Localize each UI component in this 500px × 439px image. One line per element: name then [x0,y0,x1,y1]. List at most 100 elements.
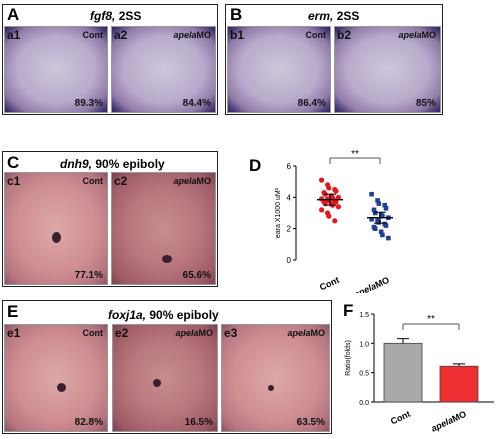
y-tick-label: 2 [287,225,292,234]
condition-b2-rest: MO [421,30,437,40]
data-point-apelamo [372,210,378,216]
data-point-apelamo [375,198,380,203]
panel-a-stage: 2SS [118,9,142,23]
panel-e-title: foxj1a, 90% epiboly [108,308,219,322]
data-point-apelamo [372,226,378,231]
sublabel-b1: b1 [230,28,245,42]
condition-e2: apelaMO [175,328,213,338]
panel-c-letter: C [7,153,20,172]
data-point-apelamo [376,220,382,225]
data-point-cont [319,207,325,213]
data-point-cont [333,188,339,194]
kv-dot-e1 [57,383,66,392]
embryo-image-a1: a1 Cont 89.3% [4,26,108,113]
y-tick-label: 0.5 [359,371,369,378]
panel-e-stage: 90% epiboly [149,308,219,322]
condition-c2: apelaMO [173,176,211,186]
data-point-apelamo [369,191,374,197]
panel-a-title: fgf8, 2SS [90,9,141,23]
percent-c2: 65.6% [182,270,211,281]
chart-d-scatter: 0 2 4 6 eara X1000 uM² ** Cont apelaMO [275,149,393,293]
panel-b-letter: B [230,5,243,24]
condition-b2: apelaMO [398,30,436,40]
data-point-apelamo [383,206,389,211]
x-category-label: apelaMO [353,275,391,293]
condition-b2-italic: apela [398,30,422,40]
bar-apelamo [439,365,479,403]
sublabel-e1: e1 [7,326,21,340]
percent-a2: 84.4% [182,98,211,109]
x-category-label-rest: MO [373,275,390,290]
data-point-apelamo [380,232,385,238]
percent-a1: 89.3% [74,98,103,109]
condition-c2-rest: MO [196,176,212,186]
y-tick-label: 4 [287,193,292,202]
percent-c1: 77.1% [74,270,103,281]
condition-e3-italic: apela [287,328,311,338]
data-point-cont [319,177,325,183]
bar-cont [383,342,423,403]
panel-c-title: dnh9, 90% epiboly [60,157,165,171]
x-category-label: Cont [389,409,412,427]
condition-c2-italic: apela [173,176,197,186]
panel-c-gene: dnh9, [60,157,92,171]
embryo-image-e1: e1 Cont 82.8% [4,324,108,432]
sig-stars: ** [427,314,435,325]
embryo-image-c2: c2 apelaMO 65.6% [111,172,216,285]
kv-dot-c2 [162,255,172,263]
percent-e2: 16.5% [184,417,213,428]
data-point-apelamo [383,223,389,228]
percent-b2: 85% [415,98,436,109]
chart-f-bar: 0.0 0.5 1.0 1.5 Ratio(folds) Cont apelaMO ** [345,312,494,434]
data-point-cont [332,218,338,224]
condition-a2: apelaMO [173,30,211,40]
sublabel-a2: a2 [114,28,128,42]
embryo-image-c1: c1 Cont 77.1% [4,172,108,285]
panel-c-stage: 90% epiboly [95,157,165,171]
embryo-image-b2: b2 apelaMO 85% [334,26,441,113]
percent-b1: 86.4% [297,98,326,109]
percent-e1: 82.8% [74,417,103,428]
panel-b-title: erm, 2SS [308,9,359,23]
panel-e-gene: foxj1a, [108,308,147,322]
data-point-cont [326,213,332,219]
y-tick-label: 1.5 [359,312,369,319]
data-point-cont [335,204,341,210]
data-point-apelamo [371,207,377,213]
y-tick-label: 0.0 [359,400,369,407]
panel-f-letter: F [343,301,354,320]
embryo-image-b1: b1 Cont 86.4% [227,26,331,113]
condition-c1: Cont [82,176,104,186]
x-category-label: apelaMO [430,409,468,434]
embryo-image-e2: e2 apelaMO 16.5% [112,324,218,432]
condition-e2-rest: MO [198,328,214,338]
sublabel-e2: e2 [115,326,129,340]
y-tick-label: 0 [287,256,292,265]
y-axis-label: Ratio(folds) [345,340,352,376]
data-point-apelamo [386,235,391,241]
percent-e3: 63.5% [296,417,325,428]
sublabel-b2: b2 [337,28,352,42]
sig-stars: ** [351,149,359,160]
data-point-apelamo [369,216,374,222]
sublabel-c2: c2 [114,174,128,188]
condition-b1: Cont [305,30,327,40]
panel-b-gene: erm, [308,9,334,23]
panel-e-letter: E [7,302,19,321]
panel-a-gene: fgf8, [90,9,116,23]
data-point-apelamo [382,202,388,208]
condition-a2-rest: MO [196,30,212,40]
data-point-apelamo [378,229,384,235]
y-tick-label: 1.0 [359,341,369,348]
sublabel-a1: a1 [7,28,21,42]
condition-e1: Cont [82,328,104,338]
kv-dot-e3 [268,385,274,391]
embryo-image-e3: e3 apelaMO 63.5% [221,324,330,432]
data-point-cont [335,194,341,200]
sublabel-c1: c1 [7,174,21,188]
embryo-image-a2: a2 apelaMO 84.4% [111,26,216,113]
y-tick-label: 6 [287,162,292,171]
condition-a2-italic: apela [173,30,197,40]
condition-e2-italic: apela [175,328,199,338]
panel-d-letter: D [249,156,262,175]
